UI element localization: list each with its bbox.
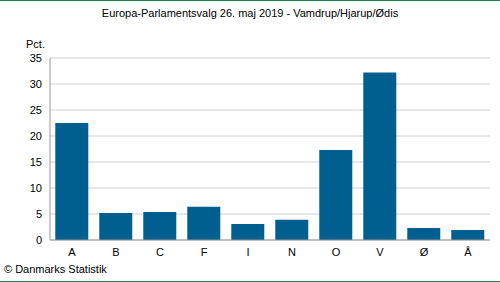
- svg-text:C: C: [156, 246, 164, 258]
- svg-text:30: 30: [30, 78, 42, 90]
- svg-text:35: 35: [30, 52, 42, 64]
- html-text:Europa-Parlamentsvalg 26. maj: Europa-Parlamentsvalg 26. maj 2019 - Vam…: [101, 7, 399, 19]
- svg-text:N: N: [288, 246, 296, 258]
- svg-text:B: B: [112, 246, 119, 258]
- svg-text:10: 10: [30, 182, 42, 194]
- svg-text:25: 25: [30, 104, 42, 116]
- html-text:Pct.: Pct.: [26, 38, 45, 50]
- html-text:© Danmarks Statistik: © Danmarks Statistik: [4, 263, 107, 275]
- svg-text:0: 0: [36, 234, 42, 246]
- svg-text:V: V: [376, 246, 384, 258]
- svg-text:A: A: [68, 246, 76, 258]
- svg-text:I: I: [246, 246, 249, 258]
- svg-text:O: O: [332, 246, 341, 258]
- svg-text:Ø: Ø: [420, 246, 429, 258]
- svg-text:20: 20: [30, 130, 42, 142]
- svg-text:F: F: [201, 246, 208, 258]
- svg-text:Å: Å: [464, 246, 472, 258]
- svg-text:5: 5: [36, 208, 42, 220]
- svg-text:15: 15: [30, 156, 42, 168]
